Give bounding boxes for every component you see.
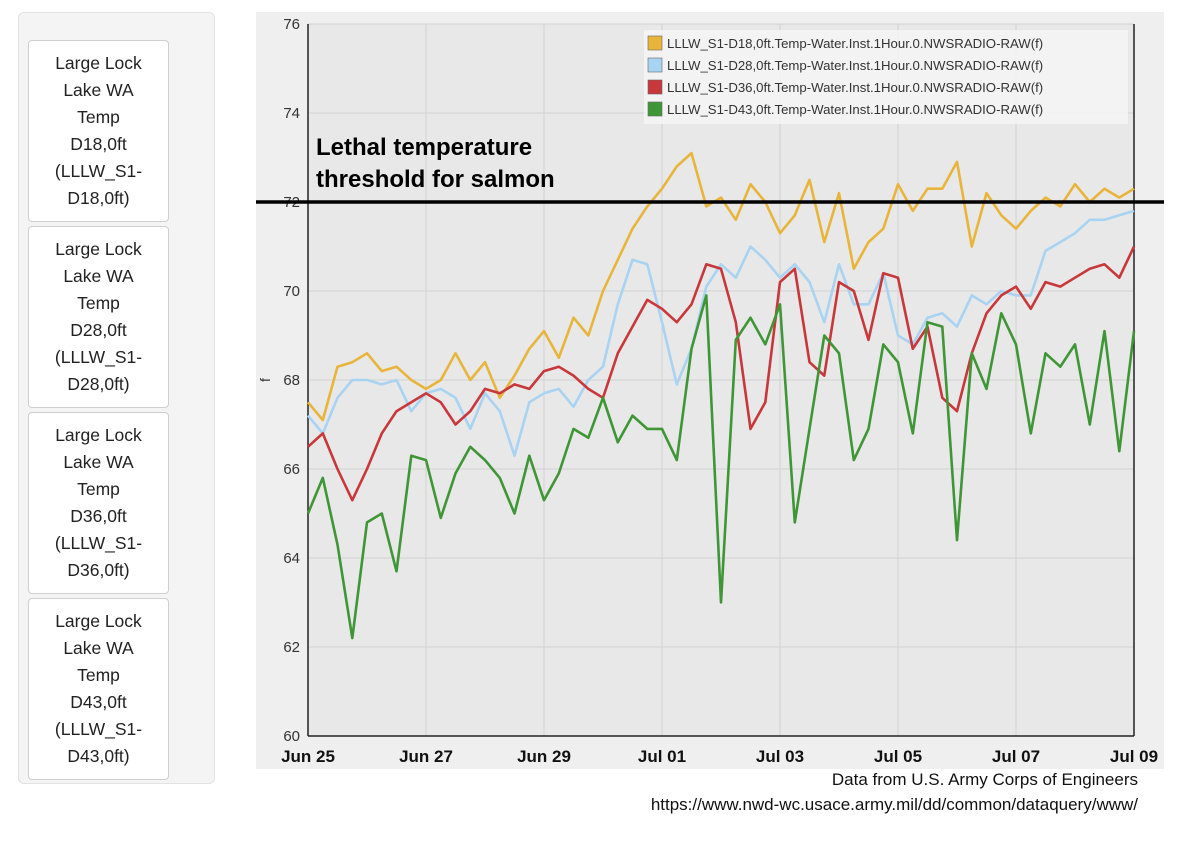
series-button-label: Large Lock Lake WA Temp D43,0ft (LLLW_S1…: [54, 611, 143, 766]
legend-label: LLLW_S1-D18,0ft.Temp-Water.Inst.1Hour.0.…: [667, 36, 1043, 51]
legend-swatch: [647, 79, 663, 95]
y-tick-label: 76: [283, 16, 300, 33]
series-line-2: [307, 209, 1135, 458]
series-button-label: Large Lock Lake WA Temp D36,0ft (LLLW_S1…: [54, 425, 143, 580]
legend-swatch: [647, 35, 663, 51]
x-tick-label: Jul 03: [756, 747, 804, 766]
attribution-source: Data from U.S. Army Corps of Engineers: [831, 770, 1138, 789]
series-line-1: [307, 151, 1135, 422]
series-button-label: Large Lock Lake WA Temp D18,0ft (LLLW_S1…: [54, 53, 143, 208]
series-line-3: [307, 245, 1136, 502]
y-tick-label: 62: [283, 639, 300, 656]
legend-label: LLLW_S1-D36,0ft.Temp-Water.Inst.1Hour.0.…: [667, 80, 1043, 95]
x-tick-label: Jul 09: [1110, 747, 1158, 766]
legend-label: LLLW_S1-D28,0ft.Temp-Water.Inst.1Hour.0.…: [667, 58, 1043, 73]
y-tick-label: 74: [283, 105, 300, 122]
series-button-d36[interactable]: Large Lock Lake WA Temp D36,0ft (LLLW_S1…: [28, 412, 169, 594]
legend-swatch: [647, 57, 663, 73]
legend-label: LLLW_S1-D43,0ft.Temp-Water.Inst.1Hour.0.…: [667, 102, 1043, 117]
x-tick-label: Jun 25: [281, 747, 335, 766]
y-tick-label: 68: [283, 372, 300, 389]
legend-box: [644, 30, 1128, 124]
series-button-d28[interactable]: Large Lock Lake WA Temp D28,0ft (LLLW_S1…: [28, 226, 169, 408]
attribution-url[interactable]: https://www.nwd-wc.usace.army.mil/dd/com…: [650, 795, 1138, 814]
series-button-label: Large Lock Lake WA Temp D28,0ft (LLLW_S1…: [54, 239, 143, 394]
y-axis-title: f: [257, 378, 273, 382]
x-tick-label: Jun 27: [399, 747, 453, 766]
y-tick-label: 70: [283, 283, 300, 300]
x-tick-label: Jul 05: [874, 747, 922, 766]
y-tick-label: 64: [283, 550, 300, 567]
threshold-label-line2: threshold for salmon: [316, 166, 555, 193]
x-tick-label: Jul 01: [638, 747, 686, 766]
legend-swatch: [647, 101, 663, 117]
y-tick-label: 60: [283, 728, 300, 745]
series-button-d18[interactable]: Large Lock Lake WA Temp D18,0ft (LLLW_S1…: [28, 40, 169, 222]
x-tick-label: Jul 07: [992, 747, 1040, 766]
x-tick-label: Jun 29: [517, 747, 571, 766]
threshold-label-line1: Lethal temperature: [316, 134, 532, 161]
series-button-d43[interactable]: Large Lock Lake WA Temp D43,0ft (LLLW_S1…: [28, 598, 169, 780]
y-tick-label: 66: [283, 461, 300, 478]
series-line-4: [306, 294, 1136, 640]
